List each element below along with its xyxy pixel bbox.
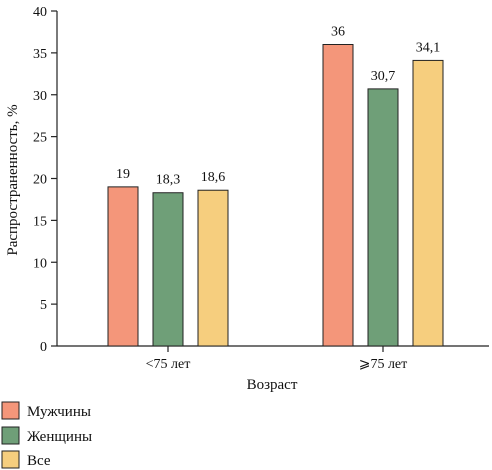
y-tick-label: 15 (33, 214, 47, 229)
bar (367, 88, 399, 347)
y-tick-label: 35 (33, 47, 47, 62)
bar (107, 186, 139, 347)
legend-label: Все (27, 453, 51, 469)
y-axis-title: Распространенность, % (5, 104, 21, 255)
x-axis: <75 лет ⩾75 лет (57, 345, 489, 372)
y-tick-label: 0 (40, 340, 47, 355)
data-label: 19 (116, 167, 130, 182)
y-axis: 0 5 10 15 20 25 30 35 40 (33, 5, 58, 355)
y-tick-label: 25 (33, 131, 47, 146)
legend-swatch (1, 401, 20, 420)
data-label: 34,1 (416, 40, 441, 55)
y-tick-label: 20 (33, 173, 47, 188)
legend-swatch (1, 450, 20, 469)
data-label: 30,7 (371, 69, 396, 84)
x-axis-title: Возраст (247, 377, 298, 393)
data-labels: 19 36 18,3 30,7 18,6 34,1 (116, 25, 440, 188)
bars (107, 44, 444, 347)
legend-label: Мужчины (27, 404, 91, 420)
legend-swatch (1, 426, 20, 445)
bar (412, 59, 444, 347)
x-tick-label: <75 лет (146, 357, 191, 372)
y-tick-label: 10 (33, 256, 47, 271)
legend: Мужчины Женщины Все (1, 401, 92, 469)
y-tick-label: 30 (33, 89, 47, 104)
y-tick-label: 5 (40, 298, 47, 313)
data-label: 36 (331, 25, 345, 40)
y-tick-label: 40 (33, 5, 47, 20)
data-label: 18,6 (201, 170, 226, 185)
bar (197, 189, 229, 347)
bar (322, 44, 354, 347)
legend-label: Женщины (27, 429, 92, 445)
data-label: 18,3 (156, 173, 181, 188)
x-tick-label: ⩾75 лет (359, 357, 408, 372)
bar (152, 192, 184, 347)
